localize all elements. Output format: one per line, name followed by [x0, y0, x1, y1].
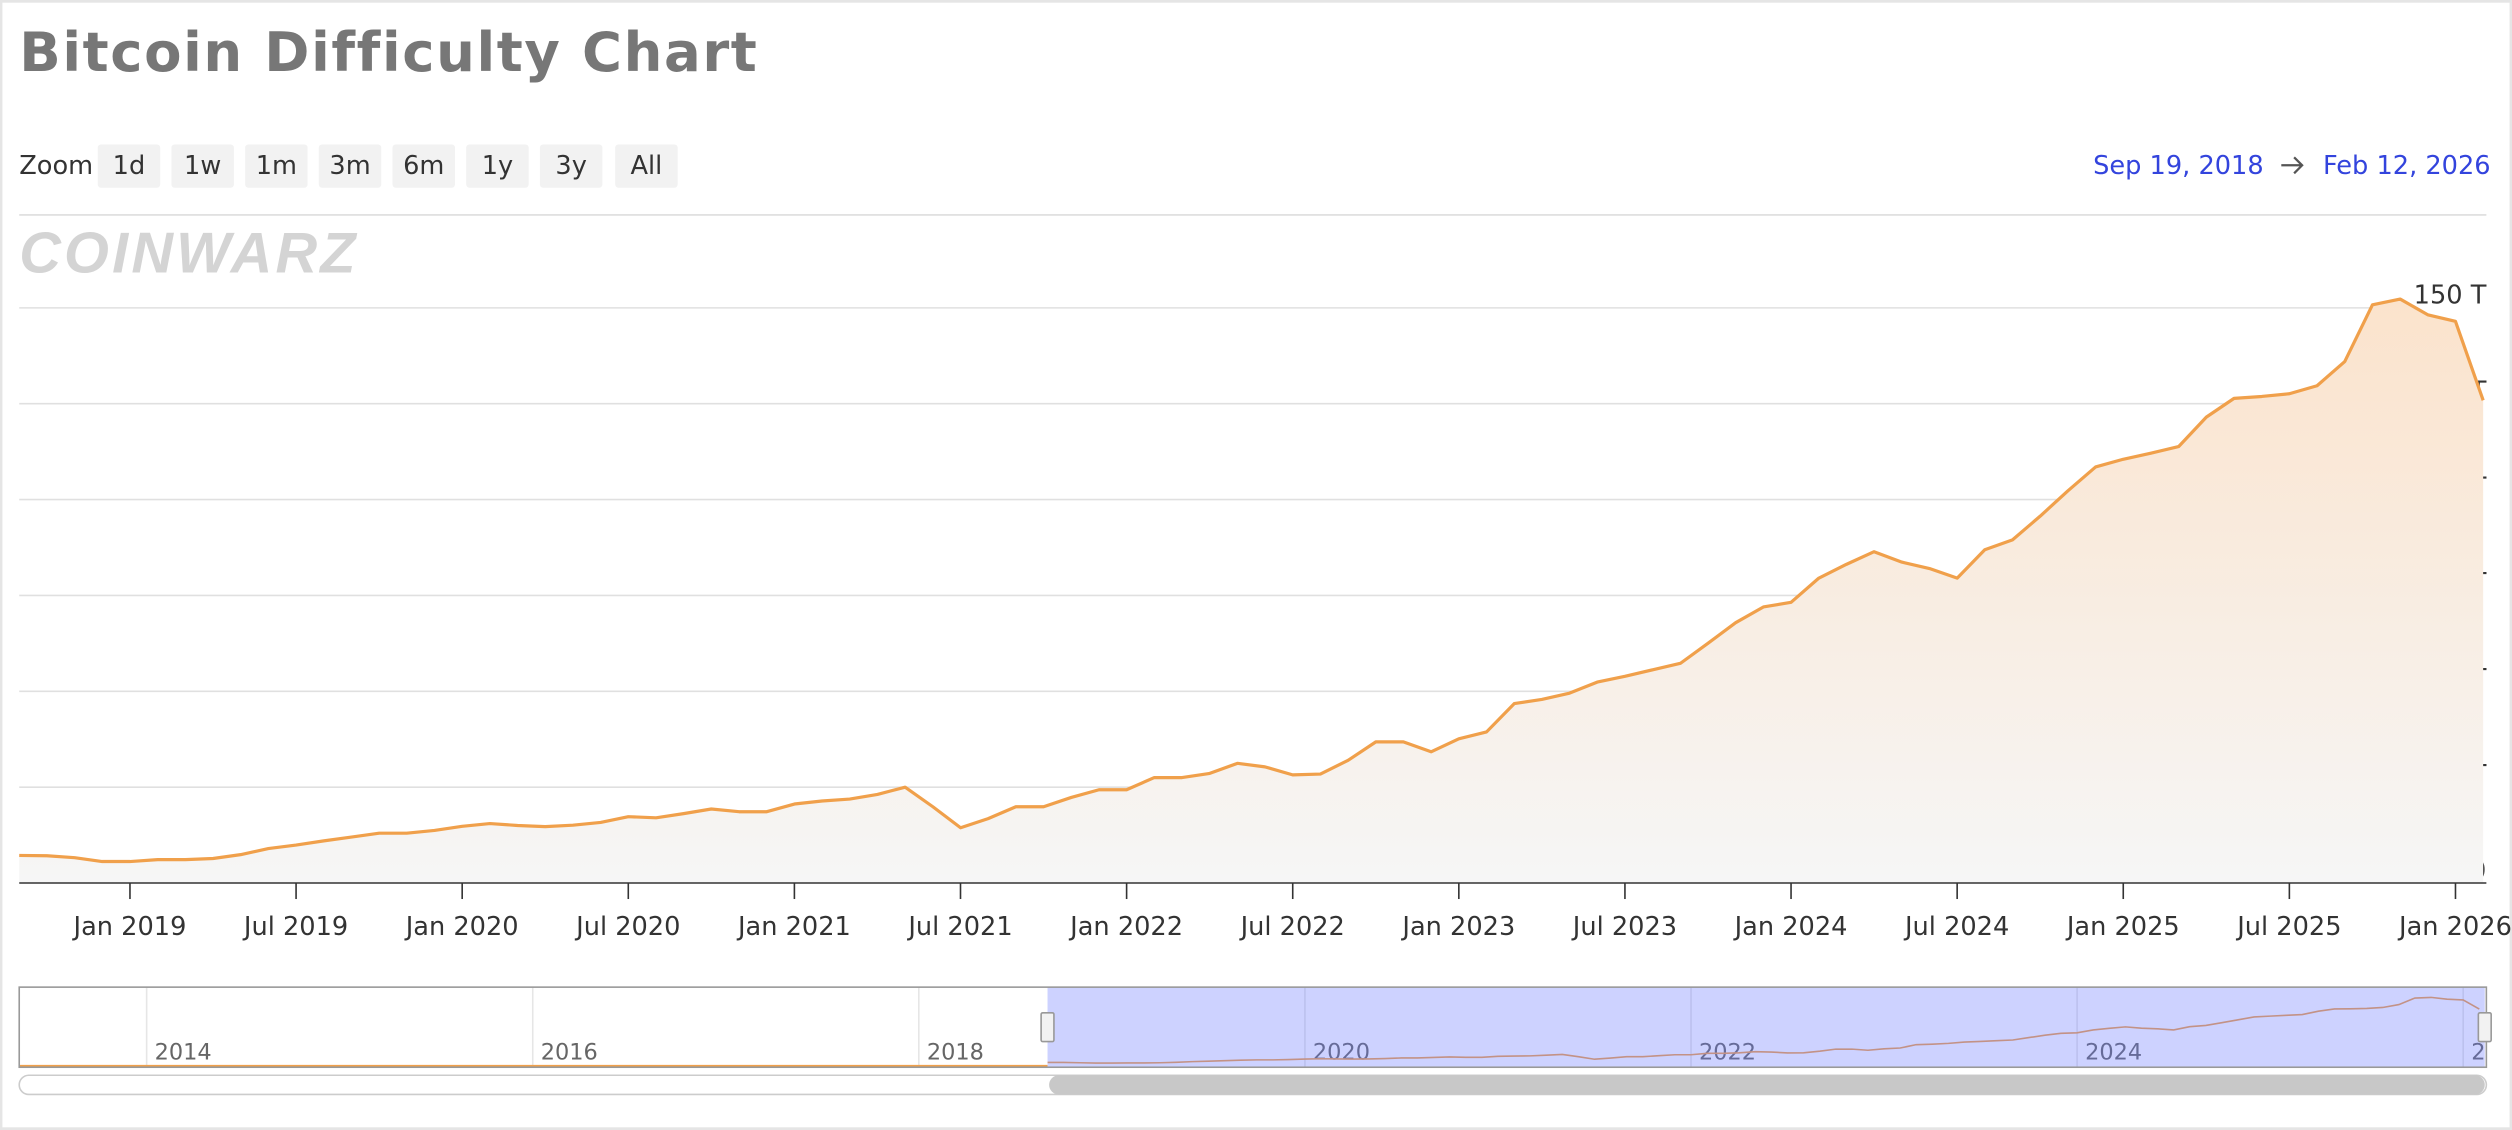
- zoom-button-label[interactable]: All: [631, 151, 663, 181]
- x-tick-label: Jul 2020: [574, 912, 680, 942]
- navigator-tick-label: 2024: [2085, 1039, 2142, 1065]
- zoom-button[interactable]: [466, 144, 529, 188]
- zoom-buttons: 1d 1w 1m 3m 6m 1y 3y All: [97, 144, 678, 188]
- x-tick-label: Jan 2023: [1400, 912, 1515, 942]
- navigator-tick-label: 2020: [1313, 1039, 1370, 1065]
- chart-title: Bitcoin Difficulty Chart: [19, 20, 758, 84]
- x-tick-label: Jul 2021: [906, 912, 1012, 942]
- area: [19, 299, 2484, 884]
- range-arrow: [2281, 156, 2304, 175]
- navigator-selection[interactable]: [1047, 987, 2485, 1068]
- zoom-button[interactable]: [171, 144, 234, 188]
- x-tick-label: Jan 2024: [1733, 912, 1848, 942]
- zoom-button-label[interactable]: 6m: [403, 151, 444, 181]
- zoom-button[interactable]: [245, 144, 308, 188]
- zoom-button[interactable]: [318, 144, 382, 188]
- zoom-button-label[interactable]: 3m: [329, 151, 370, 181]
- zoom-button[interactable]: [539, 144, 603, 188]
- zoom-button-label[interactable]: 1d: [113, 151, 146, 181]
- x-tick-label: Jul 2022: [1239, 912, 1345, 942]
- x-tick-label: Jan 2022: [1068, 912, 1183, 942]
- x-tick-label: Jan 2021: [736, 912, 851, 942]
- x-tick-label: Jul 2025: [2235, 912, 2341, 942]
- navigator-tick-label: 2018: [927, 1039, 984, 1065]
- zoom-button-label[interactable]: 1y: [482, 151, 513, 181]
- zoom-button-label[interactable]: 1w: [184, 151, 221, 181]
- range-from[interactable]: Sep 19, 2018: [2093, 151, 2264, 181]
- range-to[interactable]: Feb 12, 2026: [2323, 151, 2491, 181]
- zoom-button[interactable]: [392, 144, 455, 188]
- x-tick-label: Jan 2019: [72, 912, 187, 942]
- zoom-button[interactable]: [97, 144, 161, 188]
- watermark: COINWARZ: [19, 222, 359, 286]
- navigator-handle[interactable]: [1040, 1011, 1055, 1043]
- navigator-handle[interactable]: [2477, 1011, 2492, 1043]
- x-tick-label: Jan 2020: [404, 912, 519, 942]
- zoom-button[interactable]: [615, 144, 678, 188]
- navigator-line: [1047, 996, 2480, 1064]
- zoom-button-label[interactable]: 3y: [555, 151, 586, 181]
- zoom-button-label[interactable]: 1m: [256, 151, 297, 181]
- navigator-tick-label: 2014: [155, 1039, 212, 1065]
- scrollbar-thumb[interactable]: [1049, 1075, 2485, 1095]
- x-tick-label: Jan 2026: [2397, 912, 2512, 942]
- x-tick-label: Jan 2025: [2065, 912, 2180, 942]
- x-tick-label: Jul 2023: [1571, 912, 1677, 942]
- y-tick-label: 150 T: [2414, 281, 2487, 311]
- line: [19, 297, 2485, 864]
- navigator-tick-label: 2016: [541, 1039, 598, 1065]
- x-tick-label: Jul 2019: [242, 912, 348, 942]
- navigator-area: 2014201620182020202220242026: [19, 987, 2512, 1068]
- zoom-label: Zoom: [19, 151, 93, 181]
- navigator: 2014201620182020202220242026: [18, 986, 2512, 1096]
- x-tick-label: Jul 2024: [1903, 912, 2009, 942]
- navigator-tick-label: 2026: [2471, 1039, 2512, 1065]
